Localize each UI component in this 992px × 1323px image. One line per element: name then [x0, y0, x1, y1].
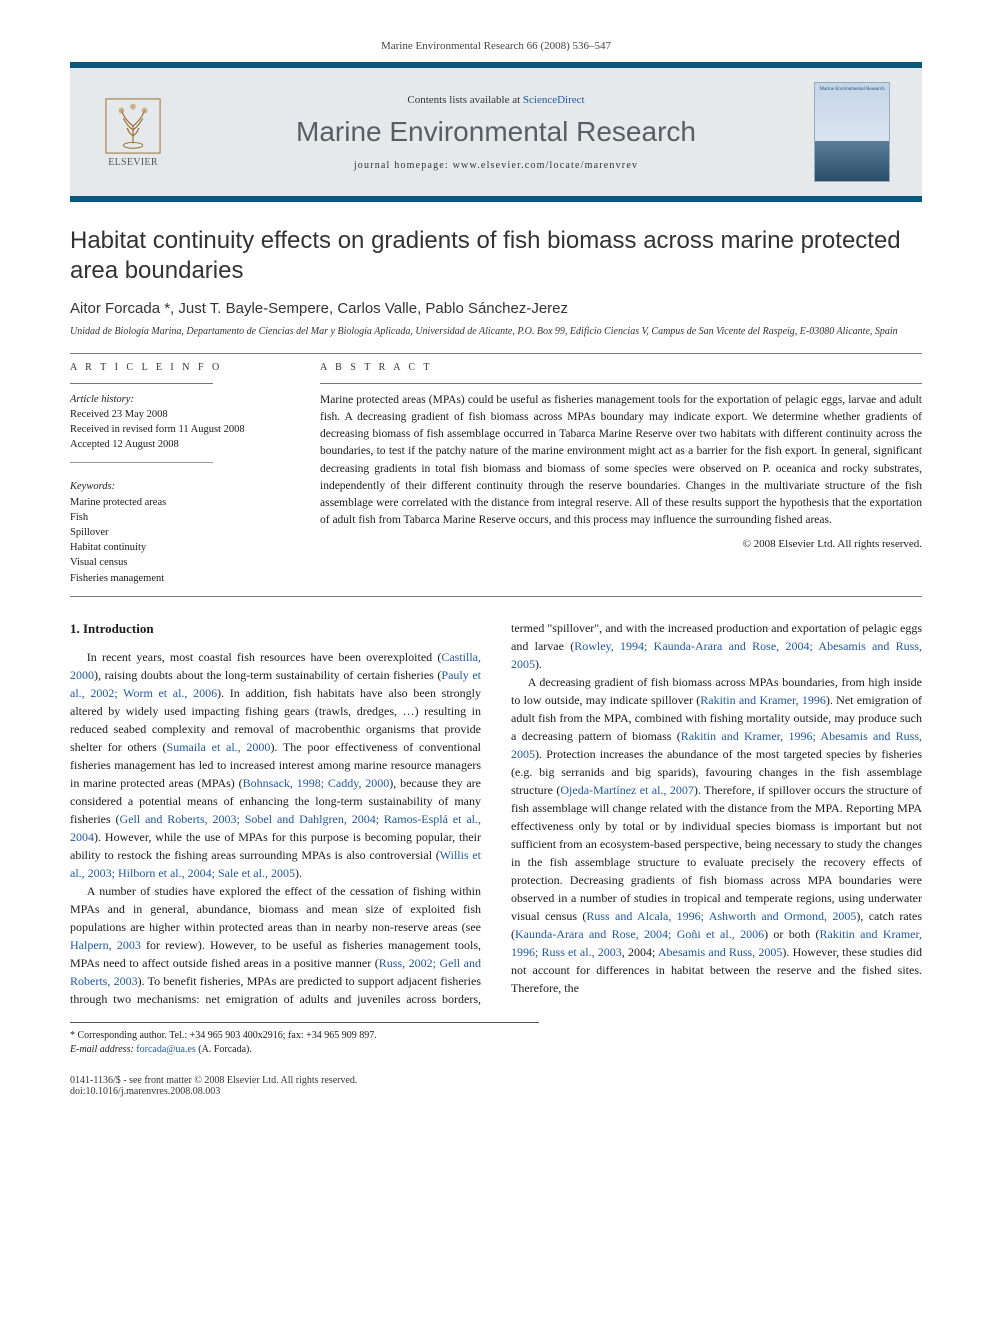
journal-cover-thumb: Marine Environmental Research	[814, 82, 890, 182]
journal-homepage: journal homepage: www.elsevier.com/locat…	[190, 160, 802, 171]
contents-prefix: Contents lists available at	[407, 94, 522, 106]
keyword-item: Habitat continuity	[70, 540, 290, 555]
text-run: ). Therefore, if spillover occurs the st…	[511, 783, 922, 923]
section-heading-intro: 1. Introduction	[70, 619, 481, 639]
citation-link[interactable]: Kaunda-Arara and Rose, 2004; Goñi et al.…	[515, 927, 764, 941]
footnote-email-label: E-mail address:	[70, 1044, 134, 1055]
info-inner-rule	[70, 462, 213, 463]
citation-link[interactable]: Ojeda-Martínez et al., 2007	[560, 783, 693, 797]
citation-link[interactable]: Halpern, 2003	[70, 938, 141, 952]
text-run: A number of studies have explored the ef…	[70, 884, 481, 934]
text-run: In recent years, most coastal fish resou…	[87, 650, 442, 664]
citation-link[interactable]: Sumaila et al., 2000	[167, 740, 271, 754]
citation-link[interactable]: Russ and Alcala, 1996; Ashworth and Ormo…	[586, 909, 856, 923]
doi-line: doi:10.1016/j.marenvres.2008.08.003	[70, 1086, 357, 1097]
journal-header: ELSEVIER Contents lists available at Sci…	[70, 62, 922, 202]
abstract-copyright: © 2008 Elsevier Ltd. All rights reserved…	[320, 536, 922, 553]
sciencedirect-link[interactable]: ScienceDirect	[523, 94, 585, 106]
history-received: Received 23 May 2008	[70, 407, 290, 422]
text-run: ).	[535, 657, 542, 671]
article-title: Habitat continuity effects on gradients …	[70, 226, 922, 286]
citation-link[interactable]: Bohnsack, 1998; Caddy, 2000	[243, 776, 390, 790]
cover-title: Marine Environmental Research	[819, 87, 885, 93]
bottom-meta: 0141-1136/$ - see front matter © 2008 El…	[70, 1075, 922, 1097]
publisher-brand: ELSEVIER	[108, 157, 158, 168]
top-citation: Marine Environmental Research 66 (2008) …	[70, 40, 922, 52]
front-matter-line: 0141-1136/$ - see front matter © 2008 El…	[70, 1075, 357, 1086]
elsevier-tree-icon	[104, 97, 162, 155]
text-run: ).	[295, 866, 302, 880]
contents-available-line: Contents lists available at ScienceDirec…	[190, 94, 802, 106]
keyword-item: Visual census	[70, 555, 290, 570]
keyword-item: Fish	[70, 510, 290, 525]
affiliation: Unidad de Biología Marina, Departamento …	[70, 325, 922, 339]
history-revised: Received in revised form 11 August 2008	[70, 422, 290, 437]
citation-link[interactable]: Rakitin and Kramer, 1996	[700, 693, 826, 707]
citation-link[interactable]: Russ, 2002; Gell	[379, 956, 464, 970]
citation-link[interactable]: Abesamis and Russ, 2005	[658, 945, 783, 959]
info-rule	[70, 383, 213, 384]
rule-top	[70, 353, 922, 354]
article-info-head: A R T I C L E I N F O	[70, 362, 290, 373]
body-two-column: 1. Introduction In recent years, most co…	[70, 619, 922, 1009]
history-head: Article history:	[70, 392, 290, 407]
keywords-head: Keywords:	[70, 479, 290, 494]
text-run: , 2004;	[622, 945, 658, 959]
abstract-column: A B S T R A C T Marine protected areas (…	[320, 362, 922, 586]
keyword-item: Marine protected areas	[70, 495, 290, 510]
footnote-email-link[interactable]: forcada@ua.es	[136, 1044, 195, 1055]
abstract-head: A B S T R A C T	[320, 362, 922, 373]
footnote-corr: * Corresponding author. Tel.: +34 965 90…	[70, 1029, 922, 1043]
text-run: ) or both (	[764, 927, 819, 941]
keyword-item: Fisheries management	[70, 571, 290, 586]
history-accepted: Accepted 12 August 2008	[70, 437, 290, 452]
abstract-text: Marine protected areas (MPAs) could be u…	[320, 394, 922, 527]
journal-name: Marine Environmental Research	[190, 116, 802, 148]
cover-band	[815, 141, 889, 181]
keyword-item: Spillover	[70, 525, 290, 540]
text-run: ), raising doubts about the long-term su…	[94, 668, 441, 682]
footnote-email-suffix: (A. Forcada).	[198, 1044, 252, 1055]
text-run: ). However, while the use of MPAs for th…	[70, 830, 481, 862]
intro-paragraph-1: In recent years, most coastal fish resou…	[70, 648, 481, 882]
intro-paragraph-3: A decreasing gradient of fish biomass ac…	[511, 673, 922, 997]
rule-after-abstract	[70, 596, 922, 597]
abstract-rule	[320, 383, 922, 384]
elsevier-logo: ELSEVIER	[88, 97, 178, 168]
corresponding-author-footnote: * Corresponding author. Tel.: +34 965 90…	[70, 1029, 922, 1057]
article-info-column: A R T I C L E I N F O Article history: R…	[70, 362, 290, 586]
footnote-separator	[70, 1022, 539, 1023]
authors-line: Aitor Forcada *, Just T. Bayle-Sempere, …	[70, 300, 922, 317]
